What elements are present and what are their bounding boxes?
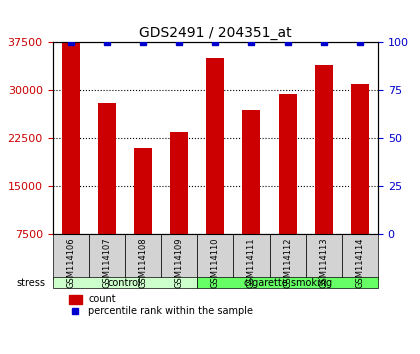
FancyBboxPatch shape xyxy=(197,278,378,288)
Bar xyxy=(206,58,224,234)
Text: GSM114109: GSM114109 xyxy=(175,237,184,288)
FancyBboxPatch shape xyxy=(125,234,161,279)
Text: GSM114112: GSM114112 xyxy=(283,237,292,288)
Bar xyxy=(278,94,297,234)
Bar xyxy=(98,103,116,234)
Text: control: control xyxy=(108,278,142,288)
Bar xyxy=(315,65,333,234)
Bar xyxy=(170,132,188,234)
FancyBboxPatch shape xyxy=(234,234,270,279)
Text: count: count xyxy=(88,295,116,304)
FancyBboxPatch shape xyxy=(197,234,234,279)
FancyBboxPatch shape xyxy=(342,234,378,279)
Text: GSM114108: GSM114108 xyxy=(139,237,147,288)
Text: GSM114111: GSM114111 xyxy=(247,237,256,288)
Bar xyxy=(351,84,369,234)
Title: GDS2491 / 204351_at: GDS2491 / 204351_at xyxy=(139,26,291,40)
FancyBboxPatch shape xyxy=(89,234,125,279)
Bar xyxy=(69,295,82,304)
Bar xyxy=(134,148,152,234)
FancyBboxPatch shape xyxy=(52,234,89,279)
Text: cigarette smoking: cigarette smoking xyxy=(244,278,332,288)
Text: percentile rank within the sample: percentile rank within the sample xyxy=(88,306,253,316)
FancyBboxPatch shape xyxy=(306,234,342,279)
FancyBboxPatch shape xyxy=(161,234,197,279)
FancyBboxPatch shape xyxy=(52,278,197,288)
FancyBboxPatch shape xyxy=(270,234,306,279)
Text: GSM114113: GSM114113 xyxy=(319,237,328,288)
Text: GSM114114: GSM114114 xyxy=(355,237,365,288)
Text: GSM114106: GSM114106 xyxy=(66,237,75,288)
Bar xyxy=(62,14,80,234)
Text: GSM114107: GSM114107 xyxy=(102,237,111,288)
Text: stress: stress xyxy=(16,278,45,288)
Bar xyxy=(242,110,260,234)
Text: GSM114110: GSM114110 xyxy=(211,237,220,288)
